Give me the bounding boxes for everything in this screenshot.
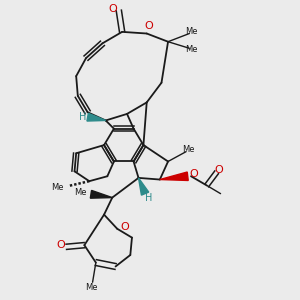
Text: Me: Me [52, 183, 64, 192]
Text: O: O [189, 169, 198, 178]
Text: O: O [215, 165, 224, 175]
Text: O: O [120, 222, 129, 232]
Text: H: H [145, 193, 152, 202]
Text: Me: Me [85, 283, 97, 292]
Text: O: O [108, 4, 117, 14]
Text: O: O [144, 21, 153, 31]
Text: H: H [79, 112, 86, 122]
Text: Me: Me [185, 27, 197, 36]
Polygon shape [139, 178, 149, 195]
Polygon shape [90, 190, 112, 198]
Text: O: O [56, 240, 65, 250]
Polygon shape [160, 172, 188, 181]
Text: Me: Me [185, 45, 197, 54]
Text: Me: Me [182, 146, 195, 154]
Polygon shape [87, 113, 106, 121]
Text: Me: Me [74, 188, 87, 197]
